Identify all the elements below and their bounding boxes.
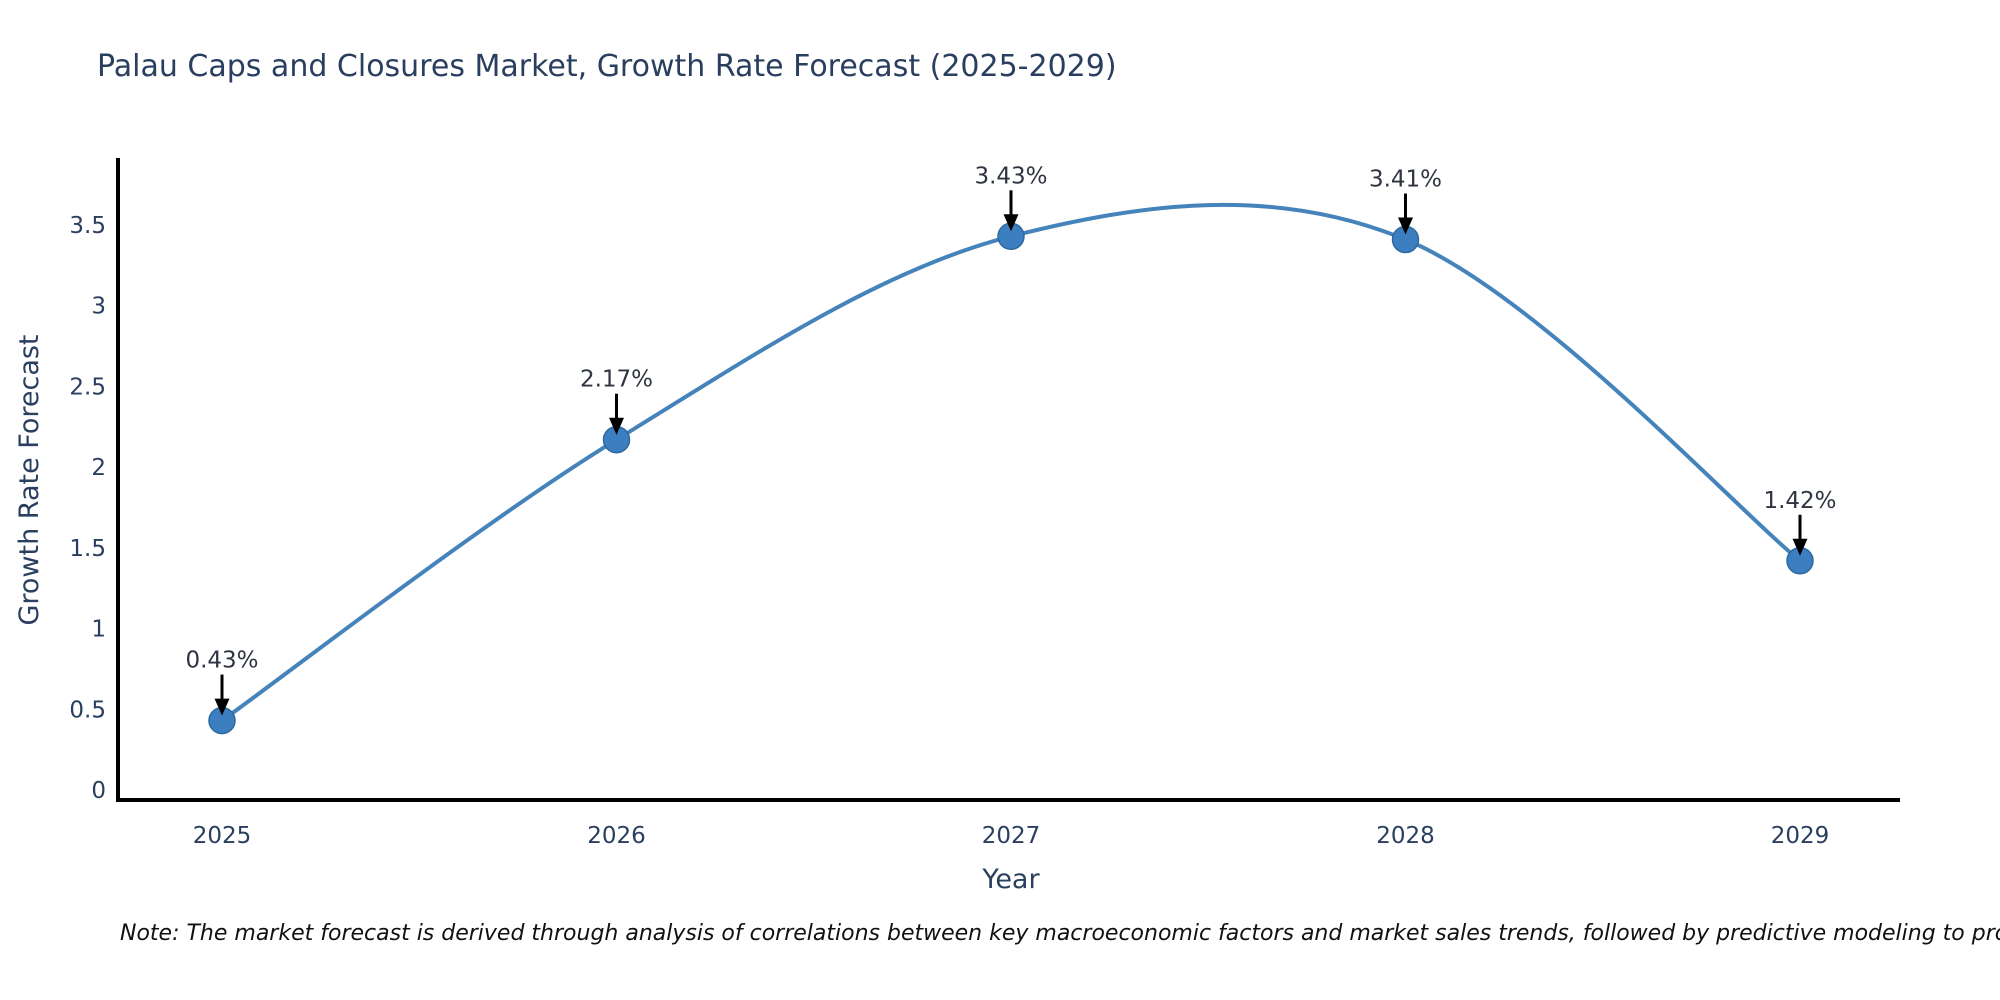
- y-tick-label: 2.5: [69, 374, 106, 400]
- y-axis-tick-labels: 0 0.5 1 1.5 2 2.5 3 3.5: [69, 213, 106, 804]
- annotation-label: 0.43%: [185, 648, 258, 674]
- data-annotations: 0.43% 2.17% 3.43% 3.41% 1.42%: [185, 163, 1837, 716]
- annotation-arrowhead: [214, 698, 230, 716]
- data-point-markers: [208, 222, 1814, 735]
- y-tick-label: 3: [91, 294, 106, 320]
- x-axis-title: Year: [981, 864, 1040, 895]
- y-tick-label: 2: [91, 455, 106, 481]
- x-tick-label: 2028: [1376, 823, 1435, 849]
- annotation-arrowhead: [609, 417, 624, 435]
- y-tick-label: 1.5: [69, 536, 106, 562]
- annotation-arrowhead: [1792, 538, 1808, 556]
- x-tick-label: 2027: [982, 823, 1041, 849]
- annotation-label: 3.41%: [1369, 167, 1442, 193]
- note-text: Note: The market forecast is derived thr…: [120, 921, 2000, 946]
- x-axis-tick-labels: 2025 2026 2027 2028 2029: [193, 823, 1830, 849]
- annotation-label: 1.42%: [1763, 488, 1836, 514]
- annotation-label: 2.17%: [580, 367, 653, 393]
- series-line: [220, 202, 1802, 723]
- y-tick-label: 0: [91, 778, 106, 804]
- y-axis-title: Growth Rate Forecast: [14, 334, 45, 625]
- annotation-arrowhead: [1003, 214, 1019, 232]
- y-tick-label: 1: [91, 617, 106, 643]
- y-tick-label: 0.5: [69, 697, 106, 723]
- annotation-label: 3.43%: [974, 163, 1047, 189]
- annotation-arrowhead: [1398, 217, 1413, 235]
- x-tick-label: 2029: [1771, 823, 1830, 849]
- y-tick-label: 3.5: [69, 213, 106, 239]
- x-tick-label: 2026: [587, 823, 646, 849]
- x-tick-label: 2025: [193, 823, 252, 849]
- chart-title: Palau Caps and Closures Market, Growth R…: [97, 49, 1117, 84]
